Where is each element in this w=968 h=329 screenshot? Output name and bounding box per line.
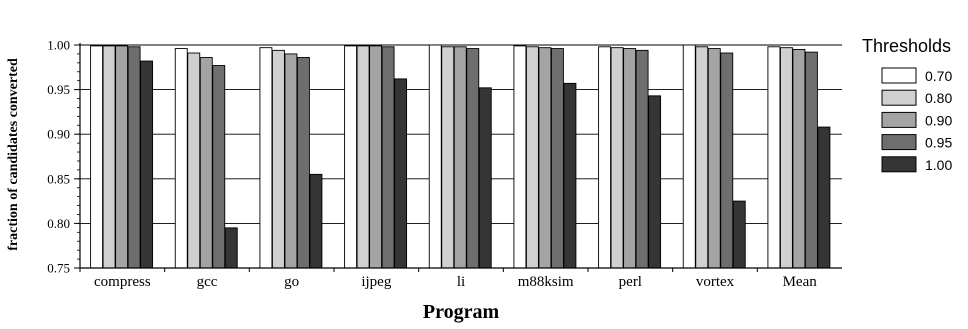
y-tick-label: 0.80 <box>47 216 70 231</box>
bar-m88ksim-0.70 <box>513 45 527 269</box>
bar-perl-0.90 <box>623 48 637 269</box>
legend: Thresholds 0.70 0.80 0.90 0.95 1.00 <box>862 36 952 173</box>
bar-go-0.95 <box>296 57 310 269</box>
bar-perl-1.00 <box>648 95 662 269</box>
bar-li-0.70 <box>428 44 442 269</box>
bar-perl-0.70 <box>598 46 612 269</box>
bar-perl-0.80 <box>610 47 624 269</box>
x-axis-title: Program <box>423 301 500 323</box>
legend-swatch-0.95 <box>881 134 917 151</box>
bar-gcc-0.80 <box>187 52 201 269</box>
legend-swatch-0.90 <box>881 111 917 128</box>
bar-compress-0.95 <box>127 46 141 269</box>
bar-perl-0.95 <box>635 49 649 269</box>
bar-vortex-0.95 <box>720 52 734 269</box>
bars <box>90 44 831 269</box>
bar-compress-0.80 <box>102 45 116 269</box>
bar-compress-0.70 <box>90 45 104 269</box>
y-ticks: 0.75 0.80 0.85 0.90 0.95 1.00 <box>47 38 80 276</box>
x-tick-labels: compress gcc go ijpeg li m88ksim perl vortex Mea… <box>79 268 818 290</box>
bar-li-0.80 <box>441 46 455 269</box>
bar-ijpeg-0.70 <box>344 45 358 269</box>
bar-Mean-0.70 <box>767 46 781 269</box>
legend-swatch-1.00 <box>881 156 917 173</box>
bar-gcc-0.90 <box>199 57 213 269</box>
y-axis-title: fraction of candidates converted <box>6 58 21 251</box>
x-tick-label: m88ksim <box>518 274 574 290</box>
legend-label: 0.90 <box>925 112 952 128</box>
x-tick-label: perl <box>619 274 642 290</box>
legend-label: 0.95 <box>925 135 952 151</box>
bar-Mean-1.00 <box>817 126 831 269</box>
y-tick-label: 0.85 <box>47 171 70 186</box>
y-tick-label: 0.90 <box>47 127 70 142</box>
x-tick-label: vortex <box>696 274 735 290</box>
bar-Mean-0.90 <box>792 49 806 269</box>
legend-label: 0.80 <box>925 90 952 106</box>
bar-m88ksim-1.00 <box>563 82 577 269</box>
bar-m88ksim-0.95 <box>550 48 564 269</box>
x-tick-label: compress <box>94 274 151 290</box>
bar-ijpeg-0.95 <box>381 46 395 269</box>
bar-ijpeg-1.00 <box>394 78 408 269</box>
bar-li-0.90 <box>453 46 467 269</box>
bar-gcc-0.95 <box>212 65 226 269</box>
x-tick-label: li <box>457 274 465 290</box>
bar-go-0.80 <box>271 49 285 269</box>
bar-compress-0.90 <box>115 45 129 269</box>
bar-go-0.90 <box>284 53 298 269</box>
bar-li-1.00 <box>478 87 492 269</box>
bar-ijpeg-0.90 <box>369 45 383 269</box>
legend-swatch-0.70 <box>881 67 917 84</box>
bar-vortex-0.80 <box>695 46 709 269</box>
bar-vortex-0.90 <box>707 48 721 269</box>
legend-swatch-0.80 <box>881 89 917 106</box>
legend-label: 1.00 <box>925 157 952 173</box>
bar-go-1.00 <box>309 173 323 269</box>
x-tick-label: ijpeg <box>361 274 391 290</box>
bar-gcc-0.70 <box>174 48 188 269</box>
bar-go-0.70 <box>259 47 273 269</box>
bar-li-0.95 <box>466 48 480 269</box>
bar-compress-1.00 <box>140 60 154 269</box>
y-tick-label: 1.00 <box>47 38 70 53</box>
bar-Mean-0.80 <box>779 47 793 269</box>
legend-title: Thresholds <box>862 36 951 56</box>
y-tick-label: 0.75 <box>47 261 70 276</box>
x-tick-label: go <box>284 274 299 290</box>
bar-vortex-1.00 <box>732 200 746 269</box>
bar-m88ksim-0.80 <box>525 46 539 269</box>
bar-gcc-1.00 <box>224 227 238 269</box>
y-tick-label: 0.95 <box>47 82 70 97</box>
bar-m88ksim-0.90 <box>538 47 552 269</box>
bar-Mean-0.95 <box>804 51 818 269</box>
bar-vortex-0.70 <box>682 44 696 269</box>
bar-ijpeg-0.80 <box>356 45 370 269</box>
x-tick-label: gcc <box>197 274 218 290</box>
x-tick-label: Mean <box>783 274 818 290</box>
legend-label: 0.70 <box>925 68 952 84</box>
